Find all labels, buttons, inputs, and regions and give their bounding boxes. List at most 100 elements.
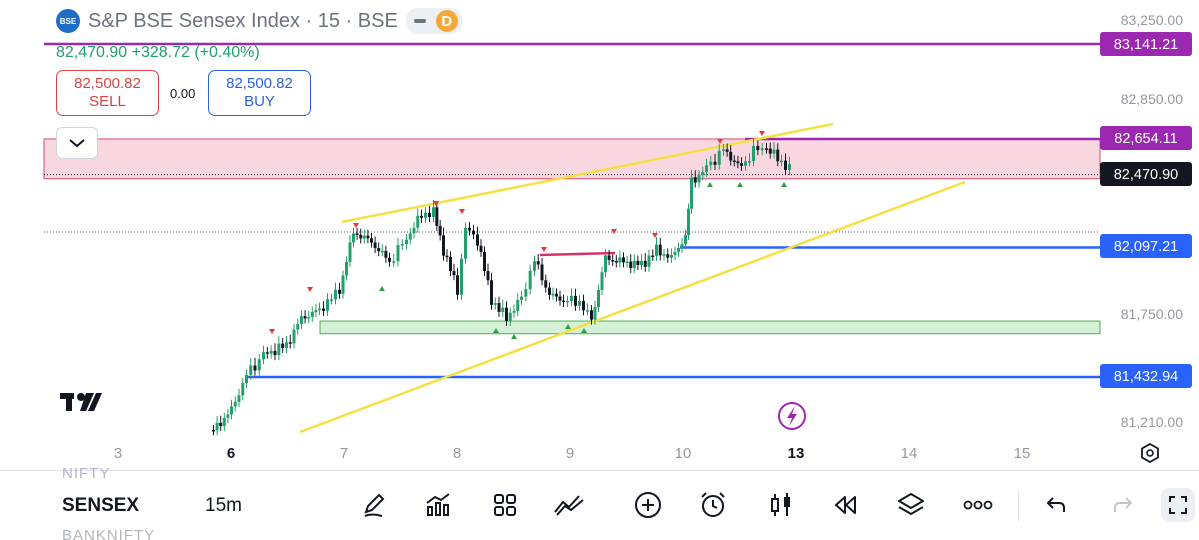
- delayed-data-badge: D: [435, 10, 458, 32]
- pivot-high-marker: [433, 201, 439, 206]
- zone-resistance: [43, 138, 1101, 180]
- candle-body: [424, 212, 427, 218]
- rewind-icon: [835, 496, 856, 514]
- symbol-header[interactable]: BSE S&P BSE Sensex Index · 15 · BSE D: [56, 8, 462, 34]
- layers-button[interactable]: [895, 489, 927, 521]
- candle-body: [310, 312, 314, 317]
- replay-button[interactable]: [830, 489, 862, 521]
- candlestick-icon: [771, 493, 790, 516]
- candle-body: [345, 261, 348, 276]
- candle-body: [479, 245, 483, 252]
- pivot-low-marker: [493, 328, 499, 333]
- candle-body: [717, 150, 721, 165]
- candle-body: [296, 323, 300, 330]
- candle-body: [370, 238, 373, 243]
- candle-body: [528, 270, 532, 290]
- more-button[interactable]: [962, 489, 994, 521]
- sell-button[interactable]: 82,500.82 SELL: [56, 70, 159, 116]
- candle-body: [408, 233, 412, 240]
- redo-button[interactable]: [1107, 489, 1139, 521]
- chart-type-button[interactable]: [765, 489, 797, 521]
- candle-body: [651, 255, 655, 258]
- candle-body: [524, 289, 528, 297]
- add-icon: [635, 492, 661, 518]
- buy-button[interactable]: 82,500.82 BUY: [208, 70, 311, 116]
- add-button[interactable]: [632, 489, 664, 521]
- candle-body: [445, 255, 449, 258]
- draw-button[interactable]: [358, 489, 390, 521]
- candle-body: [348, 242, 352, 262]
- symbol-title[interactable]: S&P BSE Sensex Index · 15 · BSE: [88, 9, 398, 32]
- candle-body: [505, 307, 508, 321]
- pivot-low-marker: [737, 182, 743, 187]
- candle-body: [752, 145, 755, 162]
- candle-body: [237, 395, 241, 402]
- pivot-low-marker: [707, 182, 713, 187]
- candle-body: [558, 296, 562, 301]
- candle-body: [629, 261, 633, 269]
- price-badge: [1100, 126, 1192, 150]
- candle-body: [690, 177, 693, 209]
- price-axis-tick: 83,250.00: [1121, 12, 1183, 28]
- short-resistance-line: [539, 251, 616, 257]
- candle-body: [740, 163, 743, 166]
- pivot-low-marker: [565, 324, 571, 329]
- candle-body: [736, 161, 740, 164]
- candle-body: [687, 208, 690, 236]
- more-icon: [963, 500, 993, 510]
- layouts-button[interactable]: [489, 489, 521, 521]
- time-axis-tick: 10: [675, 445, 692, 462]
- undo-button[interactable]: [1040, 489, 1072, 521]
- symbol-selector[interactable]: SENSEX: [62, 495, 140, 516]
- alert-button[interactable]: [697, 489, 729, 521]
- next-symbol-ghost[interactable]: BANKNIFTY: [62, 527, 156, 540]
- candle-body: [215, 422, 219, 431]
- pivot-low-marker: [379, 286, 385, 291]
- candle-body: [253, 365, 257, 371]
- candle-body: [373, 242, 377, 249]
- candle-body: [222, 417, 226, 427]
- price-badge-label: 82,654.11: [1114, 131, 1177, 147]
- compare-icon: [554, 495, 584, 516]
- data-mode-toggle[interactable]: D: [405, 8, 462, 34]
- candle-body: [662, 254, 666, 256]
- candle-body: [428, 212, 431, 218]
- price-chart[interactable]: 83,250.00 82,850.00 81,750.00 81,210.00 3 6 7 8…: [0, 0, 1199, 470]
- candle-body: [449, 256, 452, 272]
- pivot-low-marker: [781, 182, 787, 187]
- toolbar-divider: [1018, 491, 1019, 521]
- candle-body: [640, 260, 643, 266]
- candle-body: [658, 244, 662, 256]
- compare-button[interactable]: [553, 489, 585, 521]
- collapse-button[interactable]: [56, 127, 98, 159]
- candle-body: [536, 261, 540, 265]
- spread-value: 0.00: [170, 86, 196, 101]
- prev-symbol-ghost[interactable]: NIFTY: [62, 465, 111, 482]
- candle-body: [212, 430, 215, 432]
- candle-body: [476, 234, 479, 246]
- price-axis-tick: 81,750.00: [1121, 306, 1183, 322]
- candle-body: [262, 352, 265, 360]
- candle-body: [705, 165, 708, 173]
- candle-body: [597, 290, 600, 308]
- candle-body: [392, 261, 396, 263]
- candle-body: [366, 235, 370, 239]
- candle-body: [512, 310, 516, 313]
- candle-body: [709, 161, 713, 166]
- candle-body: [566, 300, 569, 303]
- layers-icon: [898, 493, 924, 516]
- candle-body: [472, 230, 475, 235]
- price-badge-label: 81,432.94: [1114, 369, 1179, 385]
- time-axis-tick: 15: [1014, 445, 1031, 462]
- candle-body: [257, 359, 261, 371]
- pivot-high-marker: [717, 139, 723, 144]
- pivot-high-marker: [307, 287, 313, 292]
- fullscreen-button[interactable]: [1160, 487, 1196, 523]
- bottom-toolbar: NIFTY SENSEX BANKNIFTY 15m: [0, 465, 1199, 540]
- pivot-high-marker: [541, 247, 547, 252]
- candle-body: [452, 271, 456, 276]
- candle-body: [355, 233, 359, 235]
- indicators-button[interactable]: [422, 489, 454, 521]
- candle-body: [647, 255, 651, 267]
- interval-selector[interactable]: 15m: [205, 495, 242, 516]
